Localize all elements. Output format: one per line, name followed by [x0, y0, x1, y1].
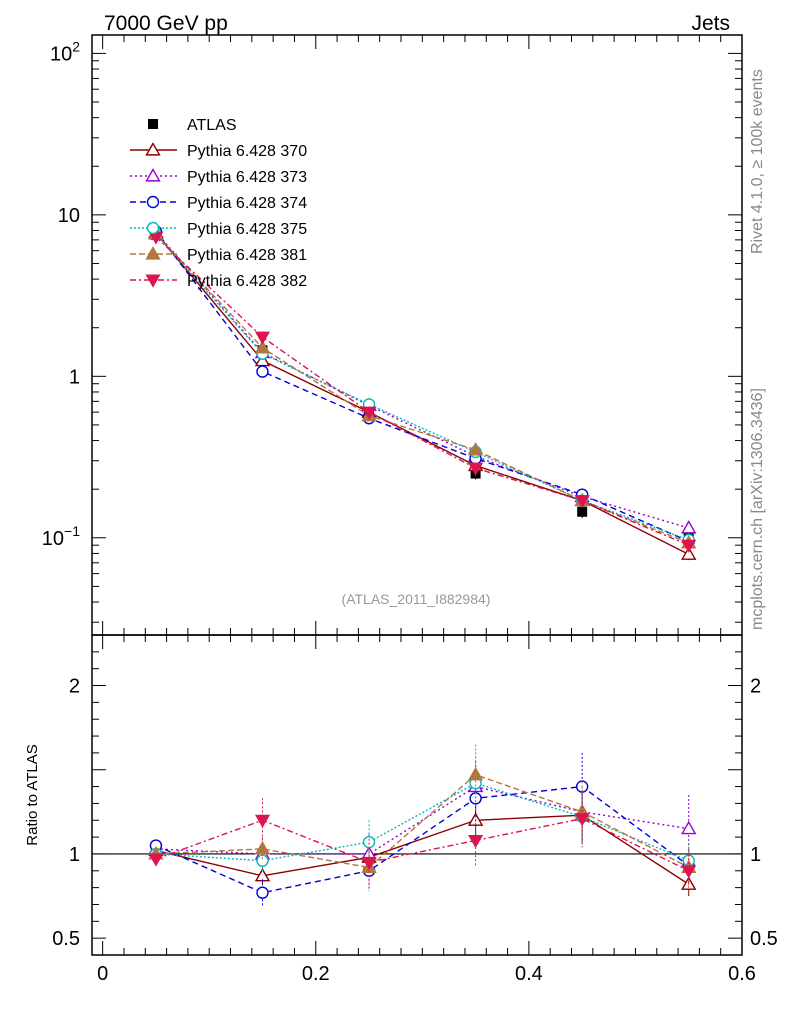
- series-point-ratio: [468, 834, 484, 849]
- y-tick-label-base: 10: [42, 528, 64, 550]
- x-tick-label: 0: [97, 963, 108, 985]
- series-point-ratio: [361, 856, 377, 871]
- legend-marker: [145, 246, 161, 260]
- series-point-ratio: [148, 853, 164, 867]
- ratio-panel: 2 2 1 1 0.5 0.5 0 0.2 0.4 0.6: [52, 634, 778, 985]
- series-line-main: [155, 236, 689, 546]
- ratio-y-tick-label-right: 2: [750, 676, 761, 698]
- legend-label: Pythia 6.428 374: [187, 195, 307, 212]
- legend-marker: [146, 221, 160, 235]
- series-point-main: [361, 406, 377, 420]
- series-line-main: [155, 232, 690, 555]
- series-line-main: [155, 233, 689, 541]
- y-tick-label-exponent: 2: [72, 38, 80, 54]
- series-point-main: [254, 331, 271, 345]
- series-line-main: [155, 231, 689, 529]
- legend-label: Pythia 6.428 373: [187, 169, 307, 186]
- legend: ATLAS Pythia 6.428 370 Pythia 6.428 373 Pyt…: [130, 117, 307, 290]
- ratio-y-axis-label: Ratio to ATLAS: [24, 744, 41, 845]
- y-tick-label: 10: [58, 205, 80, 227]
- series-line-ratio: [155, 817, 690, 872]
- series-point-ratio: [362, 835, 376, 849]
- legend-marker: [145, 142, 161, 156]
- header-energy-label: 7000 GeV pp: [104, 12, 228, 35]
- series-point-main: [574, 495, 590, 509]
- series-point-ratio: [254, 840, 271, 855]
- y-tick-label-exponent: −1: [64, 523, 80, 539]
- series-point-ratio: [254, 814, 271, 828]
- series-point-main: [681, 539, 697, 553]
- mcplots-label: mcplots.cern.ch [arXiv:1306.3436]: [749, 388, 766, 630]
- series-point-ratio: [574, 813, 590, 827]
- ratio-y-tick-label: 0.5: [52, 928, 80, 950]
- series-point-main: [254, 339, 271, 354]
- x-tick-label: 0.6: [728, 963, 756, 985]
- series-point-main: [681, 546, 697, 560]
- series-line-ratio: [155, 773, 690, 869]
- series-point-ratio: [681, 865, 697, 879]
- y-tick-label: 102: [50, 38, 80, 65]
- ratio-plot-frame: [91, 634, 743, 956]
- y-tick-label: 10−1: [42, 523, 80, 550]
- y-tick-label-base: 1: [69, 366, 80, 388]
- series-point-main: [467, 442, 484, 456]
- series-point-main: [468, 462, 484, 476]
- series-point-main: [256, 365, 269, 378]
- header-jets-label: Jets: [691, 12, 730, 35]
- series-point-ratio: [467, 766, 484, 781]
- legend-marker: [145, 274, 161, 288]
- legend-marker-atlas: [148, 119, 158, 129]
- series-point-ratio: [681, 820, 697, 835]
- legend-label: Pythia 6.428 381: [187, 247, 307, 264]
- legend-label: Pythia 6.428 370: [187, 143, 307, 160]
- analysis-label: (ATLAS_2011_I882984): [342, 591, 491, 607]
- series-point-ratio: [256, 886, 269, 899]
- y-tick-label: 1: [69, 366, 80, 388]
- series-line-ratio: [155, 785, 690, 894]
- x-tick-label: 0.2: [302, 963, 330, 985]
- series-point-main: [681, 520, 697, 534]
- series-point-ratio: [256, 854, 269, 867]
- ratio-y-tick-label-right: 0.5: [750, 928, 778, 950]
- legend-label: Pythia 6.428 382: [187, 273, 307, 290]
- y-tick-label-base: 10: [58, 205, 80, 227]
- rivet-label: Rivet 4.1.0, ≥ 100k events: [749, 69, 766, 254]
- legend-marker: [146, 195, 160, 209]
- ratio-y-tick-label: 2: [69, 676, 80, 698]
- ratio-y-tick-label: 1: [69, 844, 80, 866]
- atlas-data-point: [577, 506, 588, 517]
- legend-label: Pythia 6.428 375: [187, 221, 307, 238]
- x-tick-label: 0.4: [515, 963, 543, 985]
- y-tick-label-base: 10: [50, 43, 72, 65]
- legend-marker: [145, 168, 161, 182]
- legend-label-atlas: ATLAS: [187, 117, 237, 134]
- series-line-ratio: [155, 785, 689, 855]
- series-line-ratio: [155, 782, 689, 862]
- ratio-y-tick-label-right: 1: [750, 844, 761, 866]
